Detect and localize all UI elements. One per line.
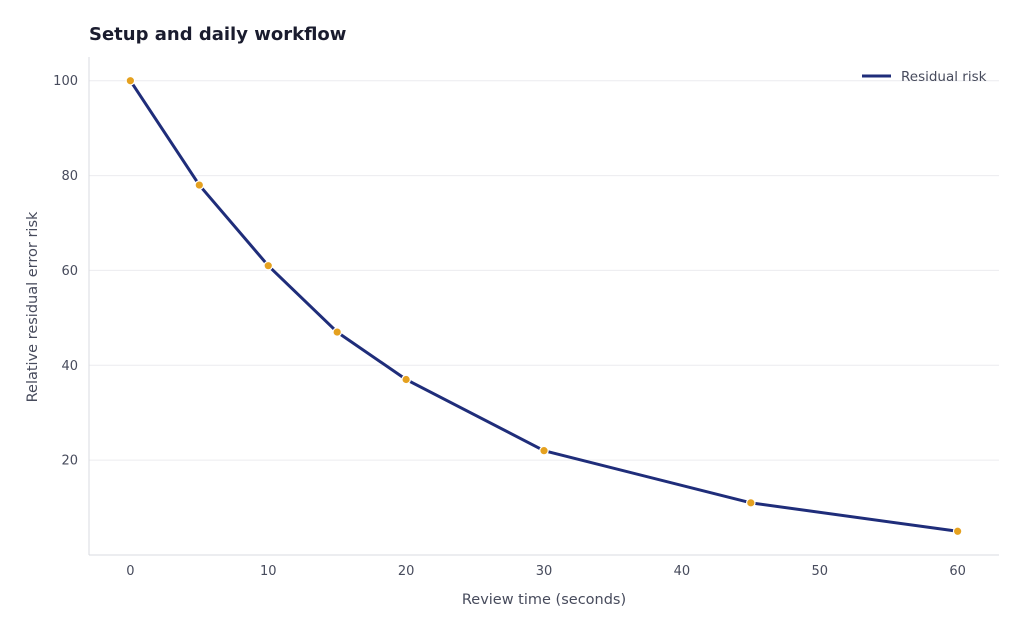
data-point [263, 260, 274, 271]
x-axis-label: Review time (seconds) [462, 592, 626, 608]
data-point [194, 180, 205, 190]
x-tick-label: 30 [536, 564, 553, 579]
y-tick-labels: 20 40 60 80 100 [53, 74, 78, 468]
x-tick-label: 50 [811, 564, 828, 579]
data-point [401, 374, 411, 385]
data-point [539, 445, 549, 456]
x-tick-label: 10 [260, 564, 277, 579]
data-point [746, 498, 756, 508]
y-tick-label: 60 [61, 264, 78, 279]
x-tick-labels: 0 10 20 30 40 50 60 [126, 564, 966, 579]
series-line-residual-risk [128, 79, 960, 533]
gridlines [89, 80, 999, 461]
x-tick-label: 0 [126, 564, 134, 579]
legend: Residual risk [862, 69, 987, 85]
y-tick-label: 80 [61, 169, 78, 184]
series-lines [128, 79, 960, 533]
axes [88, 57, 999, 556]
x-tick-label: 60 [949, 564, 966, 579]
data-point [332, 327, 342, 337]
data-point [125, 75, 136, 86]
y-axis-label: Relative residual error risk [25, 211, 41, 402]
chart-title: Setup and daily workflow [89, 24, 346, 45]
y-tick-label: 20 [61, 454, 78, 469]
y-tick-label: 100 [53, 74, 78, 89]
x-tick-label: 40 [674, 564, 691, 579]
series-markers [125, 75, 963, 537]
legend-label-residual-risk: Residual risk [901, 69, 987, 85]
y-tick-label: 40 [61, 359, 78, 374]
data-point [952, 526, 963, 537]
x-tick-label: 20 [398, 564, 415, 579]
